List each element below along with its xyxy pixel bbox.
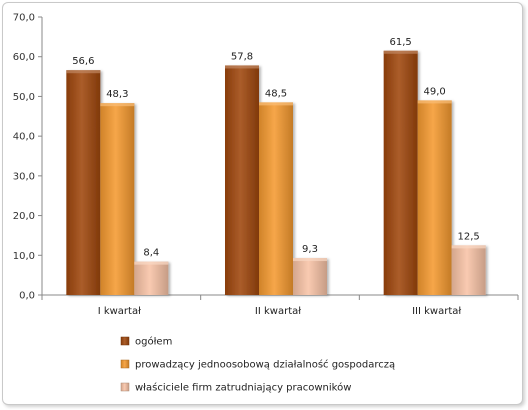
legend-label-3: właściciele firm zatrudniający pracownik… xyxy=(135,382,351,394)
bar-3-2 xyxy=(293,258,327,295)
x-category-label: I kwartał xyxy=(98,306,141,317)
data-label: 48,3 xyxy=(106,89,128,100)
y-tick-label: 10,0 xyxy=(13,251,35,262)
y-tick-label: 0,0 xyxy=(19,291,35,302)
data-label: 61,5 xyxy=(390,37,412,48)
legend-swatch-3 xyxy=(120,382,130,392)
bar-cap xyxy=(417,100,452,104)
bar-3-1 xyxy=(134,261,169,295)
bar-2-2 xyxy=(259,102,293,295)
legend-swatch-1 xyxy=(120,336,130,346)
legend-label-2: prowadzący jednoosobową działalność gosp… xyxy=(135,359,395,371)
y-tick-label: 60,0 xyxy=(13,52,35,63)
data-label: 49,0 xyxy=(424,86,446,97)
y-tick-label: 50,0 xyxy=(13,92,35,103)
data-label: 12,5 xyxy=(458,231,480,242)
bar-2-1 xyxy=(100,103,135,296)
data-label: 56,6 xyxy=(72,56,94,67)
bar-cap xyxy=(259,102,293,106)
bar-3-3 xyxy=(451,245,486,295)
data-label: 57,8 xyxy=(231,51,253,62)
bar-1-1 xyxy=(66,70,101,296)
bar-cap xyxy=(66,70,101,74)
bar-cap xyxy=(293,258,327,262)
bar-1-2 xyxy=(225,65,259,295)
y-tick-label: 30,0 xyxy=(13,171,35,182)
legend: ogółem prowadzący jednoosobową działalnoś… xyxy=(120,336,395,394)
data-label: 9,3 xyxy=(302,244,318,255)
legend-label-1: ogółem xyxy=(135,336,172,348)
bar-cap xyxy=(134,261,169,265)
y-tick-label: 20,0 xyxy=(13,211,35,222)
y-tick-label: 70,0 xyxy=(13,13,35,24)
data-labels: 56,6 48,3 8,4 57,8 48,5 9,3 61,5 49,0 12,5 xyxy=(72,37,480,259)
data-label: 8,4 xyxy=(143,248,159,259)
y-tick-label: 40,0 xyxy=(13,132,35,143)
bar-1-3 xyxy=(383,50,418,295)
x-category-label: III kwartał xyxy=(412,306,461,317)
x-category-label: II kwartał xyxy=(255,306,301,317)
bar-cap xyxy=(225,65,259,69)
bar-2-3 xyxy=(417,100,452,296)
bar-cap xyxy=(100,103,135,107)
bar-cap xyxy=(451,245,486,249)
bar-cap xyxy=(383,50,418,54)
legend-swatch-2 xyxy=(120,359,130,369)
bars xyxy=(66,50,486,296)
data-label: 48,5 xyxy=(265,88,287,99)
